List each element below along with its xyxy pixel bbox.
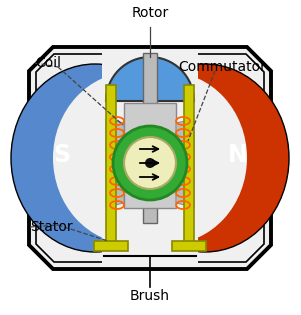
Text: N: N <box>228 143 248 167</box>
Bar <box>94 241 128 251</box>
Bar <box>172 241 206 251</box>
Wedge shape <box>106 57 194 101</box>
Ellipse shape <box>121 64 289 252</box>
Circle shape <box>145 158 155 168</box>
Ellipse shape <box>89 72 247 244</box>
Circle shape <box>113 126 187 200</box>
Text: Coil: Coil <box>35 56 61 70</box>
Bar <box>184 85 194 243</box>
Polygon shape <box>106 119 124 151</box>
Polygon shape <box>106 175 124 207</box>
Polygon shape <box>176 147 194 179</box>
Bar <box>124 103 176 208</box>
Polygon shape <box>29 47 271 269</box>
Polygon shape <box>106 147 124 179</box>
Bar <box>143 53 157 223</box>
Bar <box>106 85 116 243</box>
Polygon shape <box>176 119 194 151</box>
Ellipse shape <box>53 72 211 244</box>
Text: Rotor: Rotor <box>131 6 169 20</box>
Text: Brush: Brush <box>130 289 170 303</box>
Circle shape <box>124 137 176 189</box>
Text: Commutator: Commutator <box>178 60 266 74</box>
Polygon shape <box>176 175 194 207</box>
Ellipse shape <box>11 64 179 252</box>
Bar <box>102 53 198 263</box>
Text: Stator: Stator <box>30 220 73 234</box>
Text: S: S <box>54 143 70 167</box>
